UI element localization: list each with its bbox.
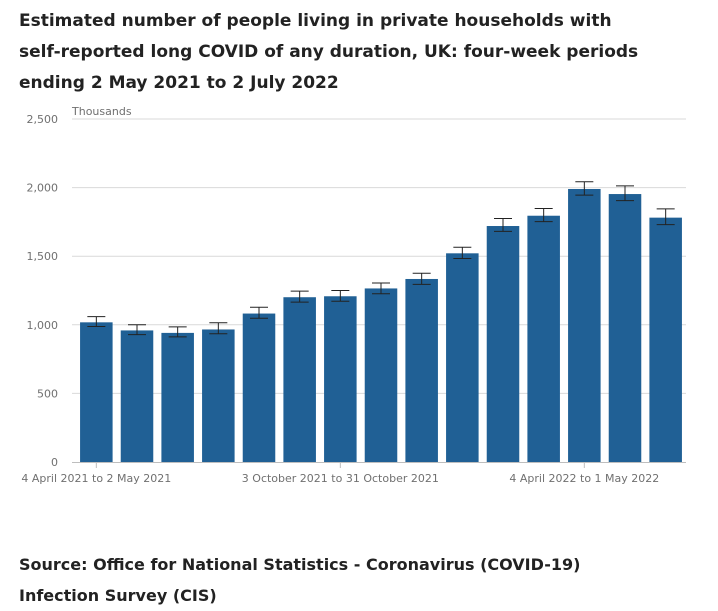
x-tick-label: 4 April 2021 to 2 May 2021 [21,472,171,485]
error-bar [412,272,431,285]
bar [608,194,642,462]
error-bar [534,207,553,223]
error-bar [575,181,594,196]
bar [405,278,438,462]
bar [649,217,682,462]
bar [527,215,560,462]
y-tick-label: 500 [37,387,58,400]
error-bar [128,324,146,336]
error-bar [250,306,268,319]
bar [486,226,520,462]
y-axis-label: Thousands [71,105,132,118]
error-bar [616,185,634,202]
source-note: Source: Office for National Statistics -… [19,555,581,605]
bar [202,329,235,462]
x-axis-ticks: 4 April 2021 to 2 May 2021 3 October 2021… [21,462,659,485]
error-bar [331,290,350,302]
error-bar [494,217,512,232]
bar [161,332,194,462]
y-axis-ticks: 0 500 1,000 1,500 2,000 2,500 [27,113,59,469]
error-bar [656,208,675,226]
y-tick-label: 2,500 [27,113,59,126]
bar [324,296,357,462]
y-tick-label: 0 [51,456,58,469]
bar [80,322,113,462]
error-bar [168,326,187,338]
error-bar [453,246,472,260]
bar [364,288,398,462]
bar [568,188,601,463]
error-bar [87,316,106,327]
error-bar [372,282,390,295]
error-bar [290,290,309,303]
y-tick-label: 1,000 [27,319,59,332]
y-tick-label: 2,000 [27,182,59,195]
y-tick-label: 1,500 [27,250,59,263]
bar [242,313,276,462]
error-bar [209,322,228,335]
chart-title: Estimated number of people living in pri… [19,11,639,93]
bar [120,330,154,462]
x-tick-label: 3 October 2021 to 31 October 2021 [242,472,439,485]
bar [283,297,316,462]
x-tick-label: 4 April 2022 to 1 May 2022 [509,472,659,485]
bars [80,188,682,463]
bar-chart: 0 500 1,000 1,500 2,000 2,500 Thousands 4 Apr… [21,105,686,485]
bar [446,253,479,462]
error-bars [87,181,675,338]
